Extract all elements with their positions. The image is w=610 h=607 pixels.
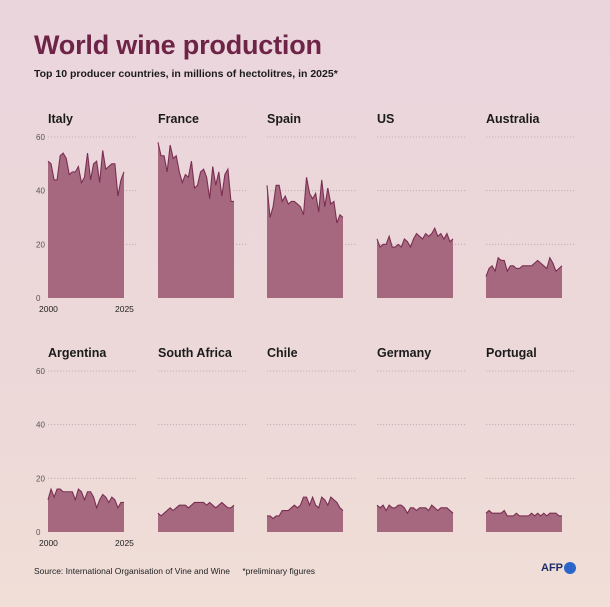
x-tick-label-end: 2025 (115, 538, 134, 548)
line-south-africa (157, 501, 235, 517)
page-subtitle: Top 10 producer countries, in millions o… (34, 68, 338, 80)
area-italy (48, 150, 124, 298)
series-label-australia: Australia (486, 112, 541, 126)
line-chile (267, 495, 344, 520)
area-australia (486, 257, 562, 298)
y-tick-label: 40 (36, 421, 45, 430)
area-us (377, 228, 453, 298)
line-germany (376, 504, 454, 515)
area-spain (267, 177, 343, 298)
afp-logo-text: AFP (541, 562, 563, 574)
afp-logo-dot-icon (564, 562, 576, 574)
area-south-africa (158, 502, 234, 532)
y-tick-label: 60 (36, 367, 45, 376)
x-tick-label-start: 2000 (39, 538, 58, 548)
x-tick-label-start: 2000 (39, 304, 58, 314)
line-france (157, 142, 234, 202)
y-tick-label: 20 (36, 474, 45, 483)
afp-logo: AFP (541, 562, 576, 574)
line-italy (47, 150, 125, 197)
series-label-spain: Spain (267, 112, 301, 126)
source-line: Source: International Organisation of Vi… (34, 566, 315, 576)
series-label-argentina: Argentina (48, 346, 107, 360)
series-label-germany: Germany (377, 346, 431, 360)
area-france (158, 142, 234, 298)
y-tick-label: 40 (36, 187, 45, 196)
series-label-france: France (158, 112, 199, 126)
series-label-portugal: Portugal (486, 346, 537, 360)
page-title: World wine production (34, 30, 322, 60)
y-tick-label: 0 (36, 294, 41, 303)
area-chile (267, 497, 343, 532)
line-spain (266, 177, 344, 224)
series-label-us: US (377, 112, 394, 126)
series-label-chile: Chile (267, 346, 298, 360)
footnote-text: *preliminary figures (242, 566, 316, 576)
series-label-italy: Italy (48, 112, 73, 126)
y-tick-label: 60 (36, 133, 45, 142)
area-portugal (486, 510, 562, 532)
line-us (376, 226, 454, 249)
series-label-south-africa: South Africa (158, 346, 233, 360)
x-tick-label-end: 2025 (115, 304, 134, 314)
y-tick-label: 0 (36, 528, 41, 537)
area-germany (377, 505, 453, 532)
line-argentina (47, 487, 124, 510)
y-tick-label: 20 (36, 240, 45, 249)
source-text: Source: International Organisation of Vi… (34, 566, 230, 576)
area-argentina (48, 489, 124, 532)
line-australia (485, 256, 563, 277)
line-portugal (485, 509, 562, 517)
